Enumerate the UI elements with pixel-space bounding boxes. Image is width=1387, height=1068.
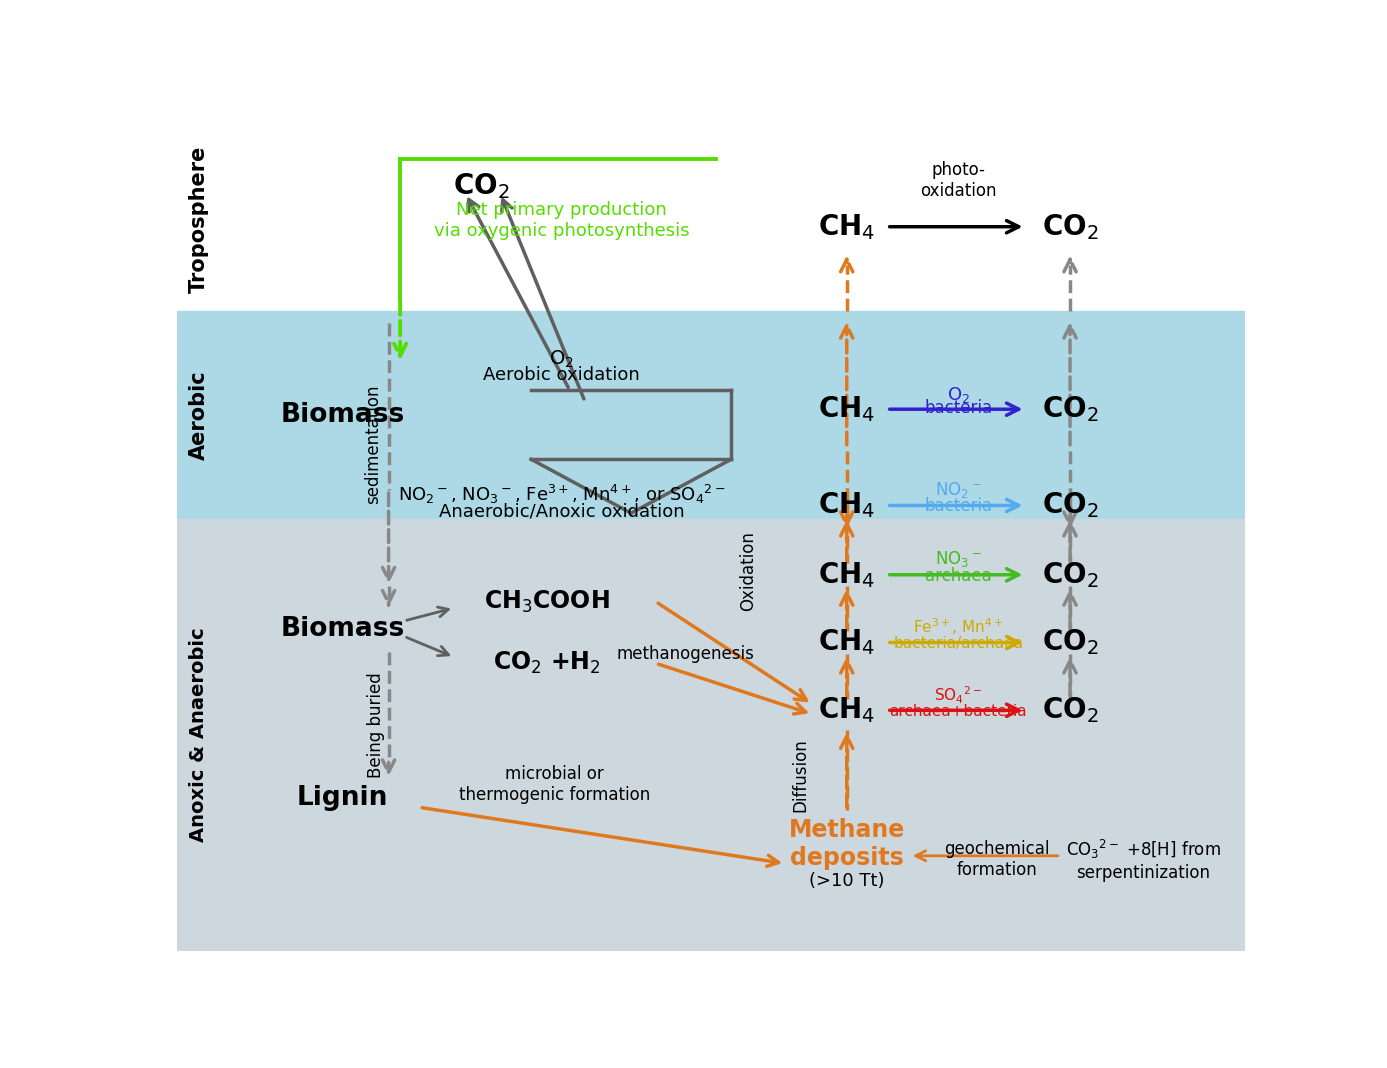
Text: CO$_2$: CO$_2$ xyxy=(1042,490,1099,520)
Text: CH$_3$COOH: CH$_3$COOH xyxy=(484,588,609,615)
Text: CH$_4$: CH$_4$ xyxy=(818,695,875,725)
Text: Diffusion: Diffusion xyxy=(792,738,810,812)
Text: CH$_4$: CH$_4$ xyxy=(818,490,875,520)
Text: CO$_2$ +H$_2$: CO$_2$ +H$_2$ xyxy=(492,650,601,676)
Text: NO$_3$$^-$: NO$_3$$^-$ xyxy=(935,549,982,569)
Text: Methane
deposits: Methane deposits xyxy=(789,818,904,870)
Text: bacteria: bacteria xyxy=(924,498,993,515)
Text: CH$_4$: CH$_4$ xyxy=(818,394,875,424)
Text: sedimentation: sedimentation xyxy=(365,384,383,504)
Text: CO$_2$: CO$_2$ xyxy=(1042,695,1099,725)
Text: microbial or
thermogenic formation: microbial or thermogenic formation xyxy=(459,765,649,803)
Text: Lignin: Lignin xyxy=(297,785,388,811)
Text: Fe$^{3+}$, Mn$^{4+}$: Fe$^{3+}$, Mn$^{4+}$ xyxy=(914,616,1003,638)
Text: O$_2$: O$_2$ xyxy=(947,384,970,405)
Text: CO$_2$: CO$_2$ xyxy=(1042,394,1099,424)
Bar xyxy=(178,519,1246,951)
Bar xyxy=(178,312,1246,519)
Text: CO$_2$: CO$_2$ xyxy=(1042,211,1099,241)
Text: archaea: archaea xyxy=(925,566,992,584)
Text: NO$_2$$^-$: NO$_2$$^-$ xyxy=(935,480,982,500)
Bar xyxy=(178,128,1246,312)
Text: CO$_2$: CO$_2$ xyxy=(1042,628,1099,658)
Text: methanogenesis: methanogenesis xyxy=(616,645,755,663)
Text: CO$_3$$^{2-}$ +8[H] from
serpentinization: CO$_3$$^{2-}$ +8[H] from serpentinizatio… xyxy=(1065,837,1221,881)
Text: Anaerobic/Anoxic oxidation: Anaerobic/Anoxic oxidation xyxy=(440,503,685,520)
Text: (>10 Tt): (>10 Tt) xyxy=(809,873,885,891)
Text: Biomass: Biomass xyxy=(280,615,405,642)
Text: NO$_2$$^-$, NO$_3$$^-$, Fe$^{3+}$, Mn$^{4+}$, or SO$_4$$^{2-}$: NO$_2$$^-$, NO$_3$$^-$, Fe$^{3+}$, Mn$^{… xyxy=(398,483,725,506)
Text: geochemical
formation: geochemical formation xyxy=(945,841,1050,879)
Text: O$_2$: O$_2$ xyxy=(549,348,574,370)
Text: photo-
oxidation: photo- oxidation xyxy=(920,161,997,200)
Text: CO$_2$: CO$_2$ xyxy=(452,171,509,201)
Text: Troposphere: Troposphere xyxy=(189,146,208,294)
Text: CH$_4$: CH$_4$ xyxy=(818,560,875,590)
Text: Biomass: Biomass xyxy=(280,403,405,428)
Text: CH$_4$: CH$_4$ xyxy=(818,628,875,658)
Text: Oxidation: Oxidation xyxy=(739,531,757,611)
Text: Aerobic: Aerobic xyxy=(189,371,208,460)
Text: SO$_4$$^{2-}$: SO$_4$$^{2-}$ xyxy=(935,685,982,706)
Text: Anoxic & Anaerobic: Anoxic & Anaerobic xyxy=(189,628,208,843)
Text: CO$_2$: CO$_2$ xyxy=(1042,560,1099,590)
Text: Net primary production
via oxygenic photosynthesis: Net primary production via oxygenic phot… xyxy=(434,201,689,240)
Text: archaea+bacteria: archaea+bacteria xyxy=(889,704,1028,719)
Text: CH$_4$: CH$_4$ xyxy=(818,211,875,241)
Text: Aerobic oxidation: Aerobic oxidation xyxy=(484,365,641,383)
Text: Being buried: Being buried xyxy=(366,672,384,778)
Text: bacteria: bacteria xyxy=(924,399,993,418)
Text: bacteria/archaea: bacteria/archaea xyxy=(893,635,1024,650)
